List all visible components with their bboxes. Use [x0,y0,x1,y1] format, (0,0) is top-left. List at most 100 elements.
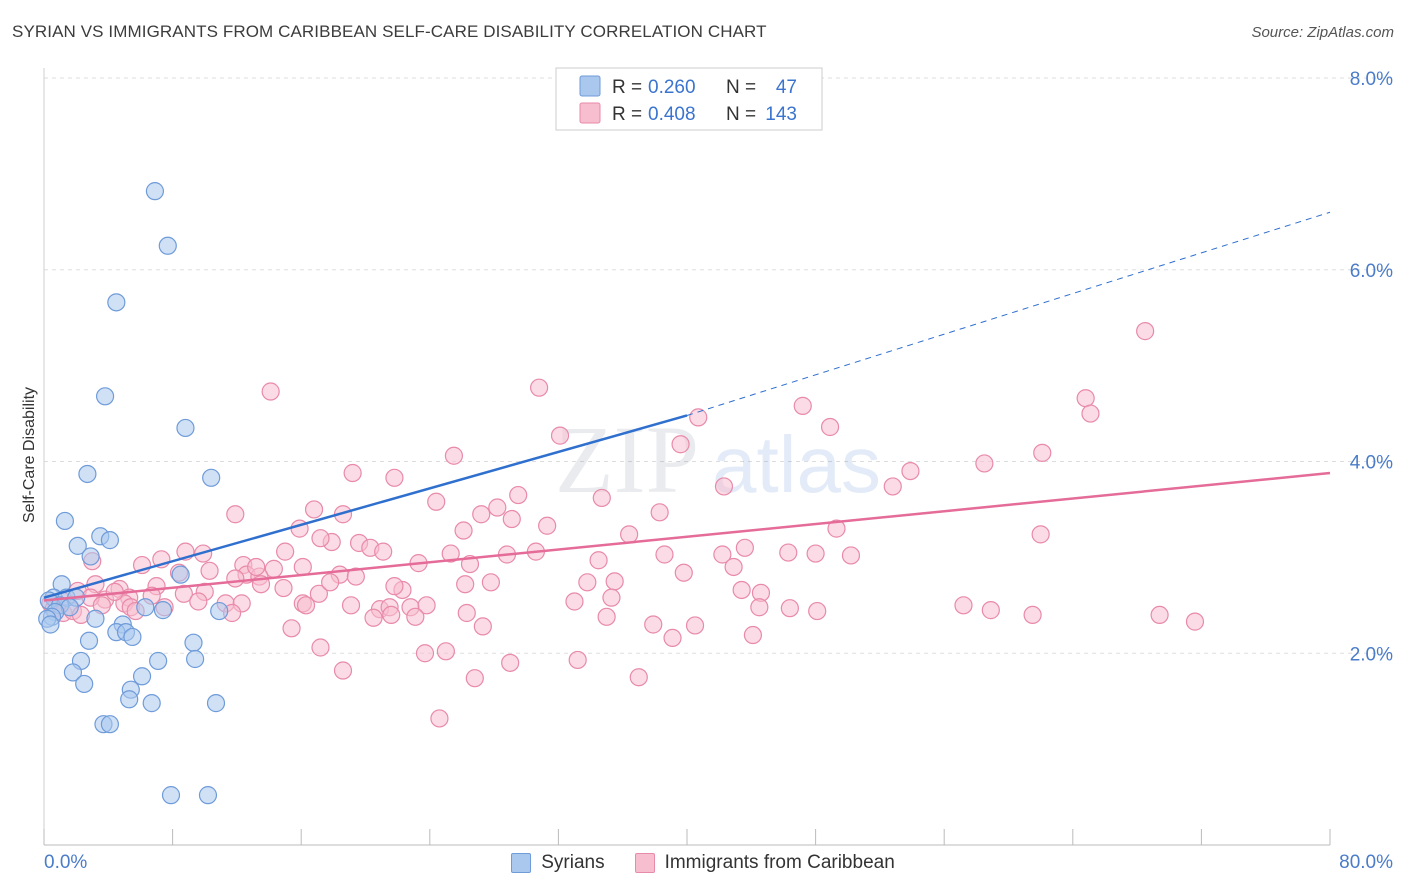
caribbean-point-131 [568,650,587,670]
caribbean-point-31 [827,519,846,538]
caribbean-point-8 [550,426,570,445]
caribbean-point-105 [417,596,436,615]
syrians-swatch [511,853,532,873]
caribbean-point-51 [841,546,861,565]
caribbean-point-71 [456,575,475,594]
caribbean-point-0 [1136,322,1155,341]
syrian-point-41 [142,694,161,713]
legend-item-caribbean[interactable]: Immigrants from Caribbean [634,852,895,874]
caribbean-point-20 [427,492,446,511]
syrian-point-36 [149,651,168,671]
bottom-legend: Syrians Immigrants from Caribbean [0,852,1406,874]
legend-r-label-2: R = [612,104,642,125]
caribbean-point-107 [750,598,769,617]
caribbean-point-14 [343,463,362,483]
syrian-point-7 [55,511,74,531]
caribbean-point-57 [293,557,312,577]
syrian-point-9 [100,531,120,550]
syrian-point-22 [153,601,173,620]
chart-title: SYRIAN VS IMMIGRANTS FROM CARIBBEAN SELF… [12,22,767,41]
caribbean-point-109 [808,601,827,621]
caribbean-point-106 [565,592,584,611]
caribbean-point-111 [981,601,1000,620]
caribbean-point-117 [406,607,425,626]
caribbean-point-126 [364,608,383,627]
legend-pink-swatch [579,102,601,124]
caribbean-point-4 [793,396,812,415]
syrian-point-39 [75,674,94,694]
syrian-point-45 [100,715,120,734]
caribbean-points [41,322,1205,728]
caribbean-point-49 [779,543,798,562]
caribbean-point-113 [1150,605,1169,625]
syrian-point-2 [107,293,126,312]
syrian-point-5 [78,464,97,484]
caribbean-point-74 [605,572,624,591]
caribbean-point-48 [713,545,732,564]
caribbean-point-39 [276,542,295,561]
caribbean-point-23 [650,503,669,522]
legend-n-label-2: N = [726,104,756,125]
caribbean-point-84 [602,588,621,607]
caribbean-point-1 [530,378,549,397]
caribbean-point-6 [689,408,708,427]
caribbean-point-124 [663,628,682,648]
caribbean-point-34 [311,529,330,548]
syrian-point-46 [161,786,181,805]
caribbean-point-118 [457,603,476,623]
caribbean-point-116 [382,605,401,625]
caribbean-point-42 [374,542,393,561]
legend: R = 0.260 N = 47 R = 0.408 N = 143 [555,67,823,131]
caribbean-swatch [634,853,655,873]
syrian-point-21 [136,598,155,617]
caribbean-point-47 [655,545,674,564]
caribbean-point-10 [444,446,464,465]
caribbean-point-5 [1081,404,1100,423]
caribbean-point-13 [901,461,920,481]
y-tick-label-2: 6.0% [1350,261,1393,282]
y-axis-label: Self-Care Disability [21,387,38,523]
legend-item-syrians[interactable]: Syrians [511,852,605,874]
caribbean-point-30 [454,521,473,540]
caribbean-point-28 [538,516,557,535]
syrian-point-37 [63,663,83,682]
caribbean-point-83 [309,584,328,603]
caribbean-point-134 [465,669,484,688]
caribbean-point-7 [820,417,840,437]
legend-n-value-1: 47 [776,77,797,98]
y-tick-labels: 2.0% 4.0% 6.0% 8.0% [1350,69,1393,665]
legend-r-label-1: R = [612,77,642,98]
caribbean-point-120 [644,615,663,634]
caribbean-point-12 [975,454,994,473]
caribbean-point-26 [472,505,491,524]
source-label: Source: ZipAtlas.com [1251,24,1394,41]
caribbean-point-141 [247,557,266,577]
syrians-label: Syrians [541,852,605,873]
caribbean-point-143 [385,577,404,596]
caribbean-point-59 [589,551,608,570]
caribbean-point-129 [415,644,435,663]
x-tick-label-min: 0.0% [44,852,88,873]
syrian-point-4 [176,418,195,438]
caribbean-point-67 [226,569,245,588]
legend-n-value-2: 143 [765,104,797,125]
legend-blue-swatch [579,75,601,97]
syrian-point-13 [171,565,190,584]
syrian-point-34 [186,649,205,669]
syrian-trend-extension [686,211,1331,416]
caribbean-point-72 [481,573,500,592]
syrian-point-11 [81,547,100,566]
y-tick-label-0: 2.0% [1350,644,1393,665]
caribbean-point-110 [954,596,973,615]
y-tick-label-3: 8.0% [1350,69,1393,90]
caribbean-point-142 [321,573,340,592]
caribbean-point-44 [441,544,460,563]
caribbean-point-11 [1033,443,1052,462]
caribbean-point-128 [333,661,353,680]
caribbean-point-3 [1076,389,1095,408]
caribbean-point-133 [501,653,520,672]
caribbean-point-18 [509,485,528,505]
caribbean-point-15 [385,468,404,487]
legend-r-value-1: 0.260 [648,77,696,98]
caribbean-point-132 [629,668,648,687]
